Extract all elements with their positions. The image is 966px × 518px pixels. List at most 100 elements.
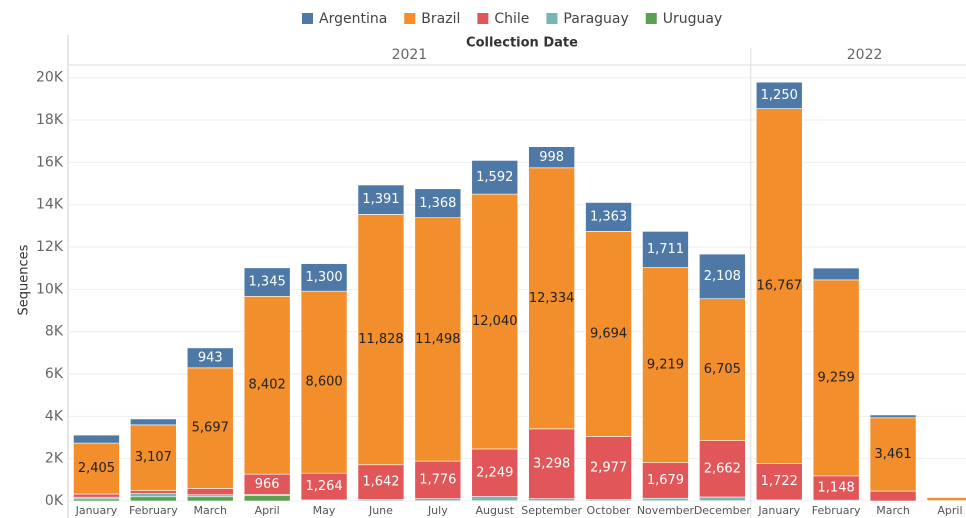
y-tick-label: 2K — [45, 451, 64, 467]
data-label: 2,977 — [590, 461, 627, 476]
legend-label: Uruguay — [663, 11, 723, 27]
bar-segment — [755, 463, 803, 501]
y-tick-label: 20K — [36, 70, 64, 86]
bar-segment — [186, 347, 234, 369]
x-tick-label: September — [521, 504, 582, 517]
x-tick-label: August — [476, 504, 515, 517]
x-tick-label: November — [637, 504, 695, 517]
bar-segment — [73, 493, 120, 498]
data-label: 8,600 — [305, 375, 342, 390]
bar-segment — [243, 295, 291, 475]
x-tick-label: February — [129, 504, 178, 517]
x-tick-label: June — [368, 504, 393, 517]
bar-segment — [300, 290, 348, 474]
data-label: 998 — [539, 150, 564, 165]
bar-segment — [186, 496, 234, 502]
data-label: 2,405 — [78, 461, 115, 476]
y-tick-label: 10K — [36, 281, 64, 297]
data-label: 966 — [255, 477, 280, 492]
bar-segment — [130, 490, 177, 494]
data-label: 3,298 — [533, 456, 570, 471]
x-tick-label: April — [937, 504, 962, 517]
legend-label: Argentina — [319, 11, 387, 27]
y-tick-label: 18K — [36, 112, 64, 128]
bar-segment — [755, 108, 803, 464]
legend-swatch — [477, 13, 489, 24]
x-tick-label: March — [193, 504, 227, 517]
data-label: 8,402 — [249, 378, 286, 393]
data-label: 3,107 — [135, 450, 172, 465]
data-label: 1,300 — [305, 270, 342, 285]
x-axis-title: Collection Date — [466, 36, 578, 51]
data-label: 1,264 — [305, 479, 342, 494]
bar-segment — [755, 81, 803, 109]
bar-segment — [528, 498, 575, 502]
bar-segment — [73, 498, 120, 502]
legend-label: Paraguay — [563, 11, 628, 27]
bar-segment — [642, 462, 689, 499]
legend-label: Chile — [494, 11, 529, 27]
x-tick-label: July — [427, 504, 448, 517]
x-tick-label: April — [255, 504, 280, 517]
data-label: 2,662 — [704, 461, 741, 476]
data-label: 943 — [198, 350, 223, 365]
data-label: 11,498 — [415, 332, 461, 347]
bar-segment — [642, 267, 689, 464]
bar-segment — [812, 267, 860, 281]
bar-segment — [585, 231, 632, 437]
legend-swatch — [546, 13, 558, 24]
data-label: 9,694 — [590, 326, 627, 341]
bar-segment — [471, 448, 519, 497]
bar-segment — [414, 188, 462, 219]
bar-segment — [186, 367, 234, 489]
data-label: 12,040 — [472, 314, 518, 329]
x-tick-label: December — [694, 504, 752, 517]
bar-segment — [130, 493, 177, 498]
data-label: 5,697 — [192, 421, 229, 436]
data-label: 1,642 — [362, 475, 399, 490]
x-tick-label: March — [876, 504, 910, 517]
y-tick-label: 8K — [45, 324, 64, 340]
x-tick-label: May — [313, 504, 336, 517]
bar-segment — [414, 217, 462, 462]
bar-segment — [471, 496, 519, 502]
bar-segment — [528, 167, 575, 430]
bar-segment — [699, 298, 746, 441]
data-label: 3,461 — [874, 447, 911, 462]
bar-segment — [414, 498, 462, 502]
bar-segment — [699, 253, 746, 300]
y-axis-title: Sequences — [17, 244, 32, 315]
bar-segment — [130, 424, 177, 491]
bar-segment — [869, 417, 917, 492]
data-label: 9,219 — [647, 358, 684, 373]
bar-segment — [186, 488, 234, 496]
data-label: 1,592 — [476, 170, 513, 185]
bar-segment — [300, 263, 348, 292]
y-tick-label: 4K — [45, 408, 64, 424]
bar-segment — [528, 146, 575, 169]
y-tick-label: 12K — [36, 239, 64, 255]
bar-segment — [869, 414, 917, 419]
bar-segment — [471, 193, 519, 450]
bar-segment — [528, 428, 575, 499]
data-label: 1,368 — [419, 196, 456, 211]
bar-segment — [414, 460, 462, 499]
bar-segment — [243, 495, 291, 502]
data-label: 1,345 — [249, 275, 286, 290]
bar-segment — [130, 496, 177, 502]
x-tick-label: January — [757, 504, 800, 517]
y-tick-label: 14K — [36, 197, 64, 213]
data-label: 1,250 — [761, 88, 798, 103]
data-label: 11,828 — [358, 332, 404, 347]
x-tick-label: January — [75, 504, 118, 517]
bar-segment — [699, 496, 746, 502]
x-tick-label: February — [812, 504, 861, 517]
bar-segment — [243, 267, 291, 297]
y-tick-label: 16K — [36, 154, 64, 170]
bar-segment — [357, 184, 405, 215]
bar-segment — [926, 497, 966, 501]
bar-segment — [585, 202, 632, 232]
data-label: 1,776 — [419, 472, 456, 487]
legend-swatch — [404, 13, 416, 24]
